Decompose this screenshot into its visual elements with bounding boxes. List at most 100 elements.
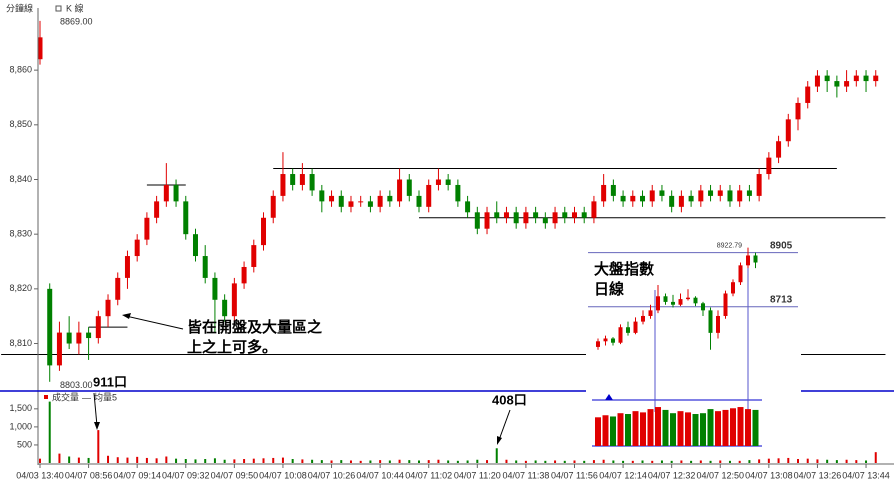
annotation: 皆在開盤及大量區之 (187, 318, 322, 336)
candle-body (435, 179, 441, 185)
arrow (125, 315, 184, 330)
candle-body (708, 310, 713, 333)
volume-bar (670, 413, 676, 446)
x-tick-label: 04/07 13:08 (745, 470, 793, 480)
candle-body (552, 212, 558, 224)
volume-bar (87, 457, 90, 463)
candle-body (299, 174, 305, 185)
volume-bar (685, 412, 691, 446)
candle-body (426, 184, 432, 207)
volume-bar (719, 460, 722, 463)
candle-body (698, 190, 704, 202)
candle-body (163, 184, 169, 202)
candle-body (717, 190, 723, 196)
volume-bar (640, 412, 646, 446)
candle-body (280, 174, 286, 196)
candle-body (309, 174, 315, 191)
x-tick-label: 04/07 10:44 (356, 470, 404, 480)
volume-bar (456, 460, 459, 463)
candle-body (455, 184, 461, 202)
chart-subtitle: K 線 (66, 2, 84, 13)
candle-body (76, 332, 82, 344)
volume-bar (107, 455, 110, 463)
arrow-head (94, 422, 100, 430)
candle-body (671, 301, 675, 305)
candle-body (663, 296, 668, 302)
volume-bar (602, 459, 605, 463)
volume-bar (534, 460, 537, 463)
volume-bar (745, 409, 751, 446)
inset-chart: 大盤指數 日線 8905 8713 8922.79 (586, 236, 801, 450)
volume-bar (690, 460, 693, 463)
volume-bar (359, 460, 362, 463)
candle-body (766, 157, 772, 175)
volume-bar (699, 460, 702, 463)
volume-bar (592, 460, 595, 463)
level-label: 8905 (770, 240, 793, 251)
icon (55, 5, 62, 12)
candle-body (367, 201, 373, 207)
x-tick-label: 04/07 11:02 (405, 470, 452, 480)
candle-body (756, 174, 762, 196)
candle-body (474, 212, 480, 229)
candle-body (513, 212, 519, 224)
volume-bar (39, 458, 41, 463)
candle-body (701, 303, 705, 311)
candle-body (630, 195, 636, 202)
volume-bar (730, 408, 736, 446)
candle-body (192, 234, 198, 257)
candle-body (329, 195, 335, 202)
volume-bar (647, 409, 654, 446)
volume-bar (632, 411, 639, 446)
level-label: 8713 (770, 294, 793, 305)
volume-bar (835, 460, 838, 463)
volume-bar (68, 456, 71, 463)
volume-bar (301, 459, 304, 463)
volume-bar (855, 460, 858, 463)
volume-bar (398, 459, 401, 463)
volume-bar (233, 459, 236, 463)
volume-bar (563, 460, 566, 463)
volume-bar (418, 460, 421, 463)
candle-body (659, 190, 665, 196)
volume-bar (136, 456, 139, 463)
candle-body (134, 239, 140, 257)
volume-bar (466, 460, 469, 463)
candle-body (406, 179, 412, 196)
x-tick-label: 04/07 10:26 (308, 470, 356, 480)
volume-bar (252, 458, 255, 463)
y-tick-label: 8,810 (9, 338, 32, 348)
y-tick-label: 8,820 (9, 283, 32, 293)
candle-body (795, 102, 801, 120)
volume-bar (797, 459, 800, 463)
candle-body (338, 195, 344, 207)
volume-bar (447, 460, 450, 463)
volume-bar (155, 458, 158, 463)
candle-body (737, 190, 743, 202)
candle-body (47, 288, 53, 366)
candle-body (693, 297, 698, 304)
volume-bar (610, 416, 616, 446)
candle-body (231, 283, 237, 317)
candle-body (581, 212, 587, 218)
candle-body (776, 141, 782, 158)
volume-bar (777, 458, 780, 463)
x-tick-label: 04/07 10:08 (259, 470, 307, 480)
candle-body (824, 75, 830, 82)
arrow (498, 409, 511, 441)
candle-body (66, 332, 72, 344)
candle-body (731, 282, 735, 294)
candle-body (716, 315, 720, 333)
candle-body (708, 190, 714, 196)
volume-bar (692, 414, 699, 446)
volume-bar (379, 460, 382, 463)
candle-body (251, 245, 257, 267)
volume-bar (641, 460, 644, 463)
max-label: 8869.00 (60, 16, 93, 26)
volume-bar (737, 407, 744, 446)
candle-body (241, 266, 247, 284)
volume-bar (495, 448, 498, 463)
candle-body (222, 299, 228, 317)
candle-body (618, 327, 623, 343)
candle-body (56, 332, 62, 366)
